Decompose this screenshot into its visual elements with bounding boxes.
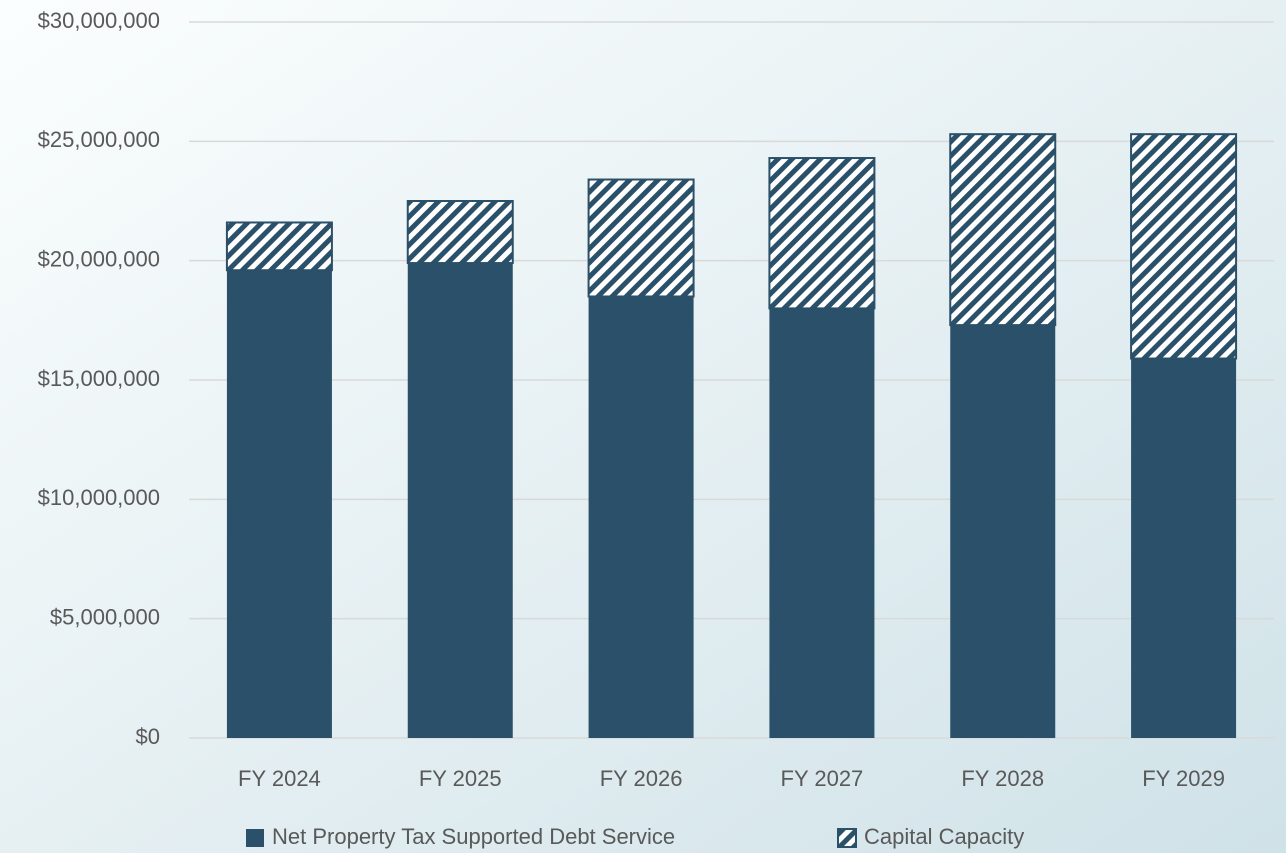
bar-segment xyxy=(226,270,332,738)
y-tick-label: $20,000,000 xyxy=(38,246,160,271)
bar-segment xyxy=(950,325,1056,738)
y-tick-label: $10,000,000 xyxy=(38,485,160,510)
bar-segment xyxy=(407,263,513,738)
bar-segment xyxy=(949,133,1057,327)
y-tick-label: $5,000,000 xyxy=(50,604,160,629)
x-tick-label: FY 2027 xyxy=(781,766,864,791)
x-tick-label: FY 2026 xyxy=(600,766,683,791)
bar-segment xyxy=(225,221,333,272)
bar-segment xyxy=(406,200,514,265)
legend-label: Net Property Tax Supported Debt Service xyxy=(272,824,675,849)
y-tick-label: $30,000,000 xyxy=(38,8,160,33)
bar-segment xyxy=(768,157,876,310)
legend-swatch xyxy=(246,829,264,847)
x-tick-label: FY 2025 xyxy=(419,766,502,791)
legend-swatch xyxy=(837,828,857,848)
bar-segment xyxy=(769,308,875,738)
x-tick-label: FY 2029 xyxy=(1142,766,1225,791)
legend-label: Capital Capacity xyxy=(864,824,1024,849)
x-tick-label: FY 2024 xyxy=(238,766,321,791)
y-tick-label: $0 xyxy=(136,724,160,749)
bar-segment xyxy=(1130,133,1238,360)
x-tick-label: FY 2028 xyxy=(961,766,1044,791)
bar-segment xyxy=(587,178,695,298)
y-tick-label: $25,000,000 xyxy=(38,127,160,152)
y-tick-label: $15,000,000 xyxy=(38,366,160,391)
bar-segment xyxy=(1131,358,1237,738)
bar-segment xyxy=(588,296,694,738)
